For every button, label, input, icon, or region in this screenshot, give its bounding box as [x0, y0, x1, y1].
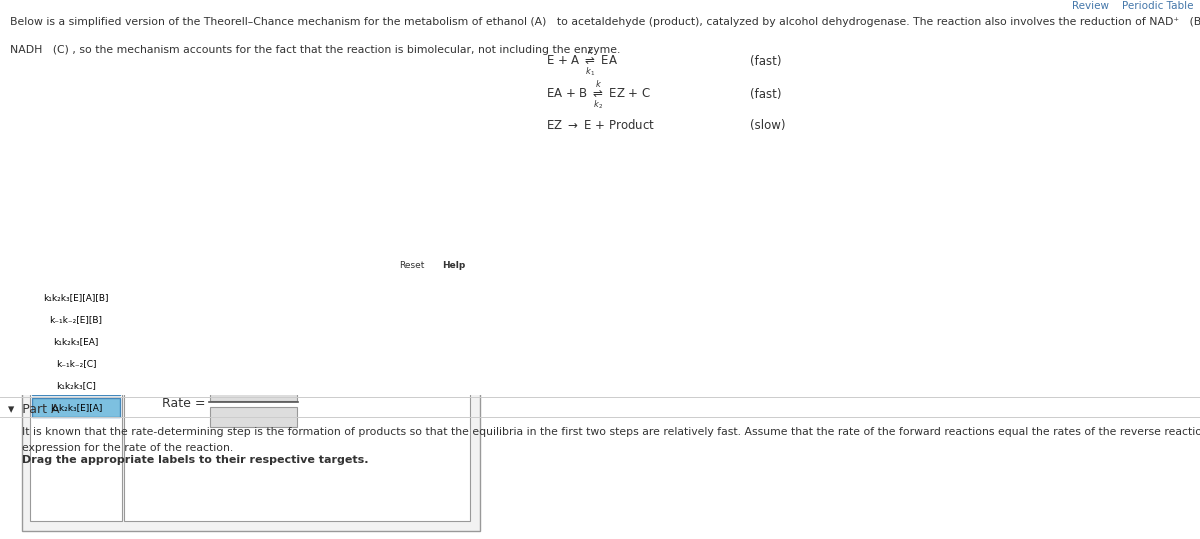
Text: Help: Help	[443, 260, 466, 270]
FancyBboxPatch shape	[32, 354, 120, 373]
FancyBboxPatch shape	[210, 382, 296, 402]
Text: Drag the appropriate labels to their respective targets.: Drag the appropriate labels to their res…	[22, 454, 368, 465]
Text: EZ $\rightarrow$ E + Product: EZ $\rightarrow$ E + Product	[546, 118, 655, 132]
FancyBboxPatch shape	[32, 332, 120, 351]
Text: (slow): (slow)	[750, 119, 786, 132]
FancyBboxPatch shape	[124, 276, 470, 521]
Text: EA + B $\underset{k_{2}}{\overset{k}{\rightleftharpoons}}$ EZ + C: EA + B $\underset{k_{2}}{\overset{k}{\ri…	[546, 78, 652, 111]
Text: expression for the rate of the reaction.: expression for the rate of the reaction.	[22, 443, 233, 453]
Text: k₁k₂k₃[E][A]: k₁k₂k₃[E][A]	[50, 403, 102, 412]
Text: E + A $\underset{k_{1}}{\overset{k}{\rightleftharpoons}}$ EA: E + A $\underset{k_{1}}{\overset{k}{\rig…	[546, 45, 618, 78]
Text: k₁k₂k₃[C]: k₁k₂k₃[C]	[56, 381, 96, 390]
Text: k₋₁k₋₂[E][B]: k₋₁k₋₂[E][B]	[49, 315, 102, 324]
Text: NADH   (C) , so the mechanism accounts for the fact that the reaction is bimolec: NADH (C) , so the mechanism accounts for…	[10, 45, 620, 55]
Text: Rate =: Rate =	[162, 397, 205, 410]
FancyBboxPatch shape	[210, 407, 296, 427]
Text: (fast): (fast)	[750, 54, 781, 67]
Text: k₁k₂k₃[EA]: k₁k₂k₃[EA]	[53, 337, 98, 346]
FancyBboxPatch shape	[32, 376, 120, 395]
FancyBboxPatch shape	[389, 256, 436, 274]
FancyBboxPatch shape	[32, 288, 120, 307]
Text: Review    Periodic Table: Review Periodic Table	[1073, 2, 1194, 11]
FancyBboxPatch shape	[434, 256, 474, 274]
FancyBboxPatch shape	[32, 310, 120, 329]
FancyBboxPatch shape	[32, 398, 120, 417]
Text: (fast): (fast)	[750, 88, 781, 101]
Text: ▾  Part A: ▾ Part A	[8, 403, 60, 416]
FancyBboxPatch shape	[22, 251, 480, 531]
Text: It is known that the rate-determining step is the formation of products so that : It is known that the rate-determining st…	[22, 426, 1200, 437]
FancyBboxPatch shape	[30, 276, 122, 521]
Text: k₁k₂k₃[E][A][B]: k₁k₂k₃[E][A][B]	[43, 293, 109, 302]
Text: Reset: Reset	[400, 260, 425, 270]
Text: Below is a simplified version of the Theorell–Chance mechanism for the metabolis: Below is a simplified version of the The…	[10, 17, 1200, 27]
Text: k₋₁k₋₂[C]: k₋₁k₋₂[C]	[55, 359, 96, 368]
